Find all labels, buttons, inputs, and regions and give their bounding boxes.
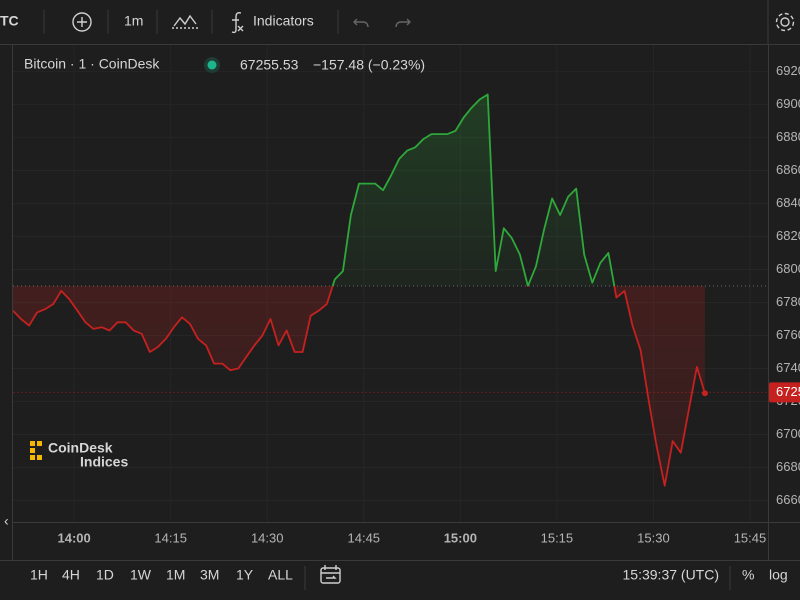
series [13, 93, 768, 487]
symbol[interactable]: TC [0, 13, 19, 29]
y-tick-label: 68800 [776, 129, 800, 144]
range-button[interactable]: 1W [130, 567, 152, 583]
y-tick-label: 68000 [776, 261, 800, 276]
price-tag: 67255.53 [769, 382, 800, 403]
collapse-button[interactable]: ‹ [4, 513, 9, 529]
y-tick-label: 69000 [776, 96, 800, 111]
y-tick-label: 68400 [776, 195, 800, 210]
range-button[interactable]: 3M [200, 567, 219, 583]
logo-sub: Indices [80, 454, 128, 470]
logo-name: CoinDesk [48, 440, 113, 456]
x-tick-label: 14:30 [251, 530, 284, 545]
y-tick-label: 69200 [776, 63, 800, 78]
y-tick-label: 67400 [776, 360, 800, 375]
chart-type-button[interactable] [172, 14, 198, 29]
x-tick-label: 14:15 [154, 530, 187, 545]
log-toggle[interactable]: log [769, 567, 788, 583]
price-line [13, 93, 706, 487]
indicators-icon[interactable] [231, 12, 244, 34]
y-tick-label: 66800 [776, 459, 800, 474]
x-tick-label: 15:00 [444, 530, 477, 545]
indicators-button[interactable]: Indicators [253, 13, 314, 29]
range-button[interactable]: 1M [166, 567, 185, 583]
last-price: 67255.53 [240, 57, 299, 73]
y-tick-label: 68600 [776, 162, 800, 177]
percent-toggle[interactable]: % [742, 567, 754, 583]
undo-button[interactable] [353, 18, 369, 28]
add-button[interactable] [72, 12, 92, 32]
x-tick-label: 15:30 [637, 530, 670, 545]
range-button[interactable]: 1H [30, 567, 48, 583]
y-tick-label: 67600 [776, 327, 800, 342]
plot-layer: 6660066800670006720067400676006780068000… [13, 45, 800, 545]
range-button[interactable]: 1Y [236, 567, 254, 583]
last-point [701, 390, 708, 397]
range-button[interactable]: ALL [268, 567, 293, 583]
x-tick-label: 14:00 [58, 530, 91, 545]
interval[interactable]: 1m [124, 13, 143, 29]
clock: 15:39:37 (UTC) [623, 567, 719, 583]
x-tick-label: 15:45 [734, 530, 767, 545]
settings-button[interactable] [775, 12, 795, 32]
price-change: −157.48 (−0.23%) [313, 57, 425, 73]
range-button[interactable]: 1D [96, 567, 114, 583]
y-tick-label: 67800 [776, 294, 800, 309]
x-tick-label: 14:45 [348, 530, 381, 545]
y-tick-label: 68200 [776, 228, 800, 243]
status-dot [207, 60, 217, 70]
price-tag-box [769, 382, 800, 403]
price-tag-label: 67255.53 [776, 384, 800, 399]
y-tick-label: 67000 [776, 426, 800, 441]
range-buttons: 1H 4H 1D 1W 1M 3M 1Y ALL [30, 567, 293, 583]
date-range-button[interactable] [320, 565, 341, 584]
redo-button[interactable] [395, 18, 411, 28]
x-tick-label: 15:15 [541, 530, 574, 545]
logo-icon [30, 441, 42, 460]
area [13, 94, 705, 486]
series-name: Bitcoin · 1 · CoinDesk [24, 56, 160, 72]
y-tick-label: 66600 [776, 492, 800, 507]
range-button[interactable]: 4H [62, 567, 80, 583]
price-axis: 6660066800670006720067400676006780068000… [776, 63, 800, 507]
